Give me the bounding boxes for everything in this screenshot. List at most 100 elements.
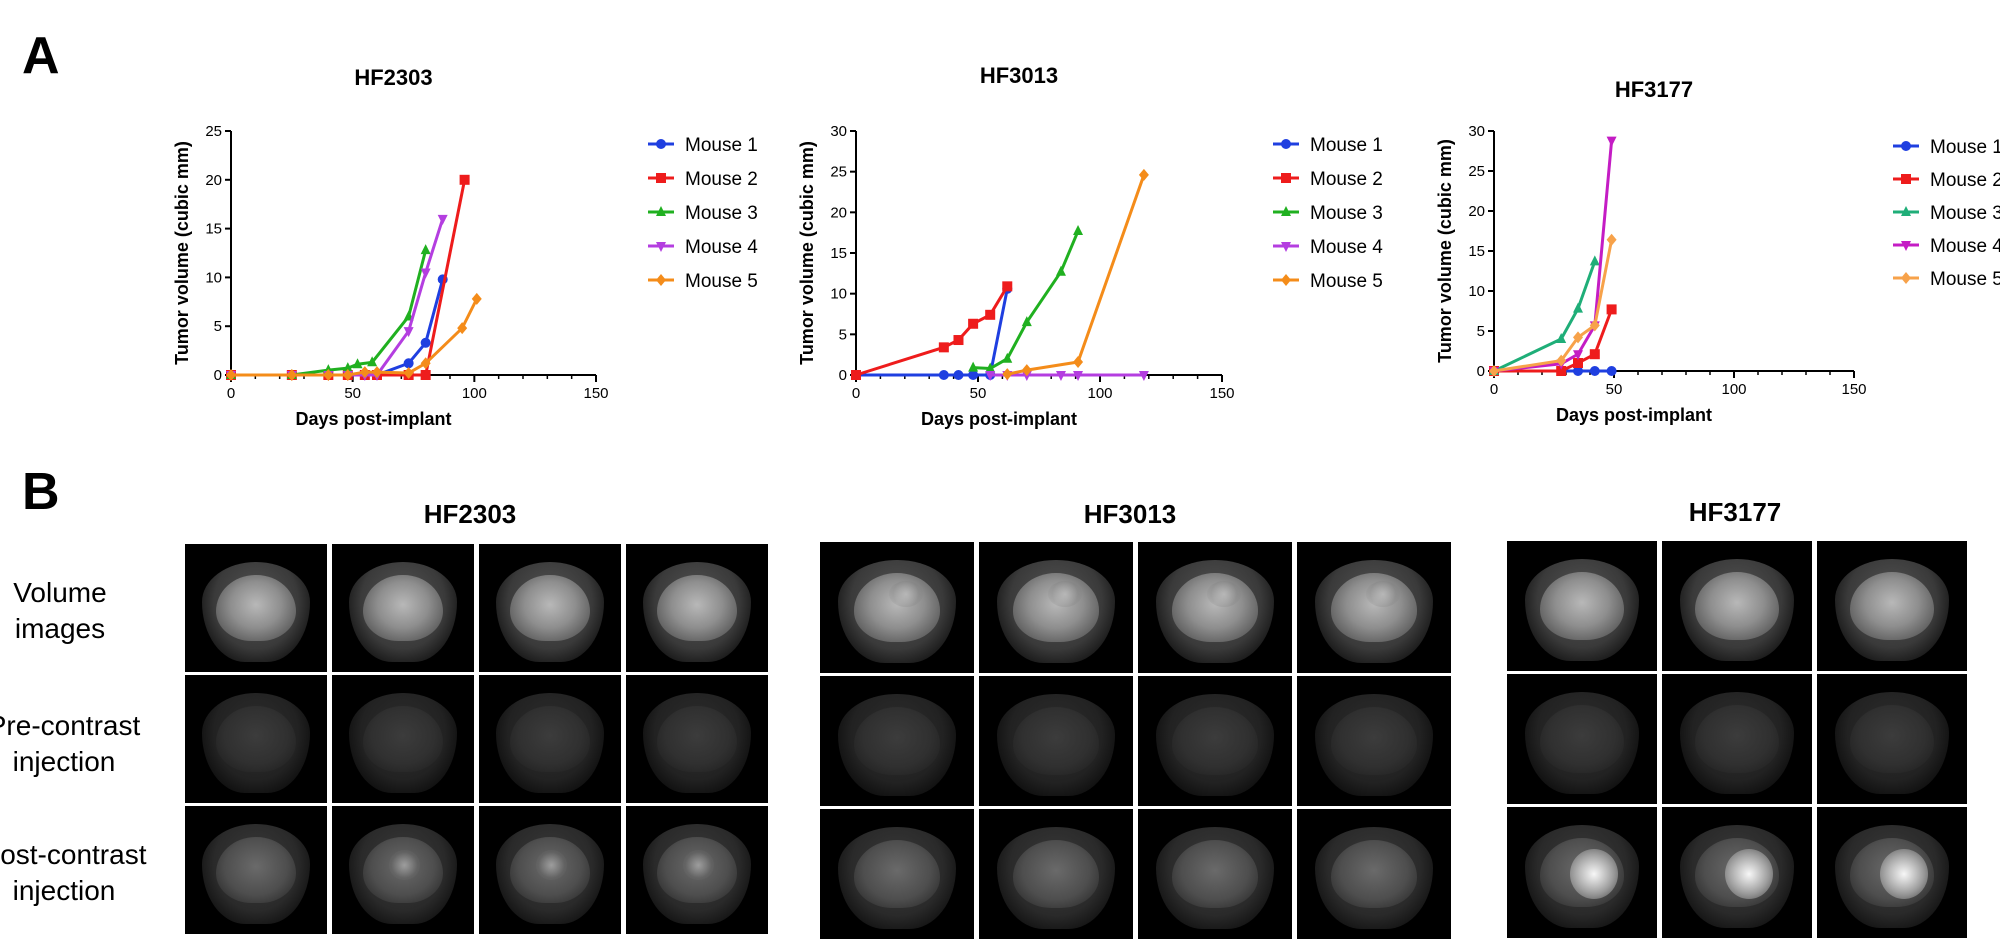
row-label-line: Post-contrast <box>0 839 147 870</box>
mri-image <box>979 542 1133 673</box>
series-line <box>855 285 1009 377</box>
mri-image <box>332 544 474 672</box>
series-3 <box>968 225 1084 373</box>
series-5 <box>226 292 482 381</box>
x-tick-label: 150 <box>583 385 608 402</box>
series-2 <box>851 281 1013 380</box>
row-label-1: Volume images <box>0 575 150 647</box>
y-tick-label: 15 <box>1468 243 1485 260</box>
legend-marker <box>1901 206 1911 216</box>
data-point <box>1606 304 1617 315</box>
series-3 <box>1489 255 1600 375</box>
data-point <box>1606 233 1617 246</box>
row-label-3: Post-contrast injection <box>0 837 154 909</box>
mri-brain <box>1540 572 1624 640</box>
mri-image <box>479 544 621 672</box>
data-point <box>968 318 979 329</box>
legend-marker <box>1901 141 1911 151</box>
mri-brain <box>363 574 443 642</box>
mri-group-title: HF2303 <box>423 499 517 529</box>
legend-marker <box>656 206 666 216</box>
y-tick-label: 0 <box>839 367 847 384</box>
data-point <box>420 357 431 370</box>
mri-image <box>1297 542 1451 673</box>
series-line <box>1493 140 1614 373</box>
row-label-line: injection <box>12 875 116 906</box>
x-tick-label: 100 <box>462 385 487 402</box>
data-point <box>1556 333 1567 343</box>
data-point <box>420 244 431 255</box>
legend-label: Mouse 2 <box>685 169 758 190</box>
y-tick-label: 0 <box>214 367 222 384</box>
data-point <box>286 369 297 381</box>
mri-image <box>1138 676 1292 806</box>
mri-brain <box>1850 572 1934 640</box>
series-2 <box>226 174 470 380</box>
mri-group-title: HF3177 <box>1688 497 1782 527</box>
y-tick-label: 5 <box>839 326 847 343</box>
series-5 <box>1489 233 1617 377</box>
mri-image <box>1662 541 1812 671</box>
mri-image <box>332 806 474 934</box>
legend-marker <box>1901 241 1911 251</box>
mri-image <box>479 675 621 803</box>
y-tick-label: 0 <box>1477 363 1485 380</box>
mri-image <box>1297 809 1451 939</box>
mri-image <box>979 809 1133 939</box>
mri-lesion <box>1570 848 1618 899</box>
y-axis-label: Tumor volume (cubic mm) <box>1435 139 1455 363</box>
x-tick-label: 0 <box>1490 381 1498 398</box>
x-tick-label: 50 <box>1606 381 1623 398</box>
data-point <box>1589 255 1600 266</box>
y-tick-label: 30 <box>1468 123 1485 140</box>
series-line <box>1493 260 1597 373</box>
data-point <box>1489 365 1499 377</box>
legend-label: Mouse 5 <box>1310 271 1383 292</box>
mri-image <box>626 806 768 934</box>
legend-label: Mouse 1 <box>1310 135 1383 156</box>
data-point <box>403 327 414 338</box>
mri-brain <box>1695 705 1779 773</box>
mri-lesion <box>682 849 715 881</box>
mri-brain <box>1171 840 1259 908</box>
data-point <box>437 214 448 225</box>
data-point <box>459 174 470 185</box>
data-point <box>1573 366 1583 376</box>
data-point <box>1589 366 1600 376</box>
data-point <box>1573 302 1583 313</box>
chart-title: HF3177 <box>1615 77 1693 102</box>
chart-0: HF2303 0 5 10 15 20 25 0 50 100 150 Days post-impla… <box>172 65 758 429</box>
mri-brain <box>510 705 590 773</box>
chart-title: HF2303 <box>354 65 432 90</box>
row-label-line: injection <box>12 746 116 777</box>
mri-brain <box>1012 840 1100 908</box>
data-point <box>1073 371 1084 381</box>
data-point <box>1573 358 1583 368</box>
chart-1: HF3013 0 5 10 15 20 25 30 0 50 100 150 Days post-imp… <box>797 63 1383 429</box>
data-point <box>1002 368 1013 381</box>
legend-label: Mouse 1 <box>685 135 758 156</box>
mri-image <box>1662 674 1812 804</box>
mri-image <box>820 809 974 939</box>
mri-image <box>1138 809 1292 939</box>
mri-image <box>332 675 474 803</box>
mri-brain <box>1850 705 1934 773</box>
chart-title: HF3013 <box>980 63 1058 88</box>
mri-image <box>1817 807 1967 938</box>
y-axis-label: Tumor volume (cubic mm) <box>797 141 817 365</box>
data-point <box>1138 168 1149 181</box>
data-point <box>471 292 482 305</box>
legend-label: Mouse 3 <box>1930 203 2000 224</box>
mri-image <box>185 544 327 672</box>
legend-label: Mouse 3 <box>1310 203 1383 224</box>
data-point <box>1138 371 1149 381</box>
data-point <box>1573 350 1583 361</box>
mri-lesion <box>1725 848 1773 899</box>
mri-lesion <box>535 849 568 881</box>
data-point <box>985 371 996 381</box>
panel-letter-a: A <box>22 27 60 85</box>
x-tick-label: 100 <box>1721 381 1746 398</box>
legend-marker <box>1901 272 1911 284</box>
mri-brain <box>1012 707 1100 775</box>
data-point <box>420 337 431 348</box>
